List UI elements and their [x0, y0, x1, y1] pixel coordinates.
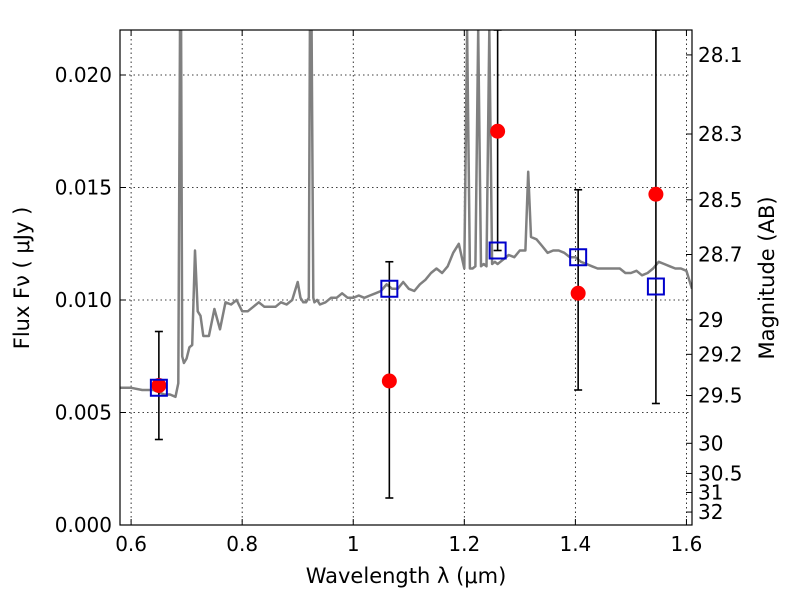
grid-layer — [120, 30, 692, 526]
marker-layer — [149, 123, 665, 397]
y2-axis-label: Magnitude (AB) — [755, 196, 779, 359]
y2-tick-label: 32 — [698, 500, 723, 524]
x-tick-label: 0.6 — [115, 532, 147, 556]
x-tick-label: 0.8 — [226, 532, 258, 556]
y2-tick-label: 28.7 — [698, 242, 743, 266]
y2-tick-label: 28.3 — [698, 122, 743, 146]
x-tick-label: 1.4 — [559, 532, 591, 556]
y2-tick-label: 29.5 — [698, 384, 743, 408]
y-tick-label: 0.010 — [55, 288, 112, 312]
model-point — [646, 277, 665, 296]
y-tick-label: 0.020 — [55, 63, 112, 87]
y2-tick-label: 29.2 — [698, 342, 743, 366]
y2-tick-label: 30 — [698, 431, 723, 455]
y2-tick-label: 30.5 — [698, 461, 743, 485]
spectrum-line — [120, 30, 692, 399]
y-axis-label: Flux Fν ( μJy ) — [10, 207, 34, 350]
y-tick-label: 0.015 — [55, 176, 112, 200]
y2-tick-label: 28.5 — [698, 188, 743, 212]
measured-point — [570, 285, 586, 301]
series-layer — [120, 30, 692, 399]
model-point — [569, 248, 588, 267]
y2-tick-label: 31 — [698, 480, 723, 504]
measured-point — [490, 123, 506, 139]
model-point — [488, 241, 507, 260]
model-point — [380, 279, 399, 298]
y2-tick-label: 29 — [698, 308, 723, 332]
x-tick-label: 1.2 — [448, 532, 480, 556]
x-tick-label: 1.6 — [671, 532, 703, 556]
measured-point — [381, 373, 397, 389]
x-tick-label: 1 — [347, 532, 360, 556]
measured-point — [151, 378, 167, 393]
y-tick-label: 0.000 — [55, 513, 112, 537]
x-axis-label: Wavelength λ (μm) — [306, 564, 507, 588]
measured-point — [648, 186, 664, 202]
y-tick-label: 0.005 — [55, 401, 112, 425]
plot-frame — [119, 29, 693, 526]
y2-tick-label: 28.1 — [698, 43, 743, 67]
model-point — [149, 378, 168, 397]
axis-layer: 0.6 0.8 1 1.2 1.4 1.6 0.000 0.005 0.010 0.015 0.02… — [55, 30, 743, 556]
